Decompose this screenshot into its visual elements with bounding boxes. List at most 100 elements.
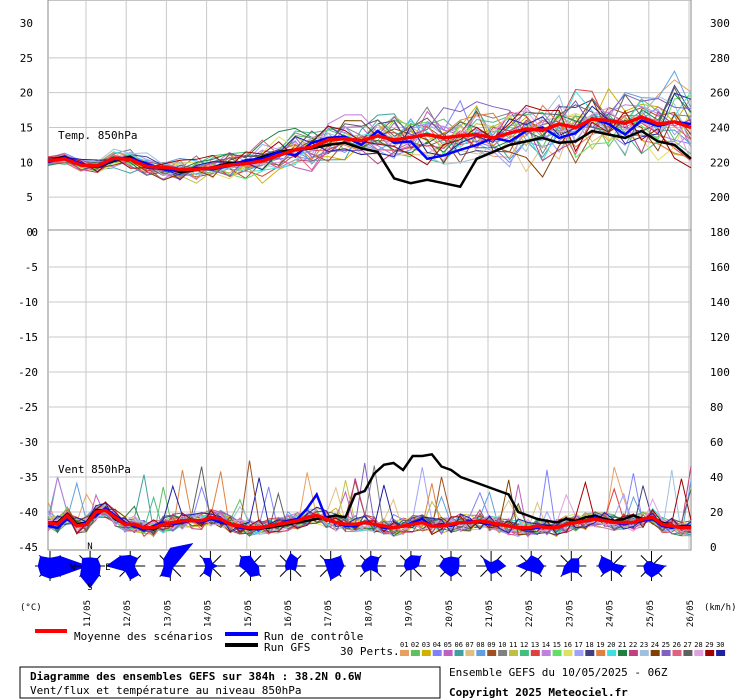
- temp-perturbation-line: [47, 86, 692, 177]
- wind-rose-shape: [37, 555, 89, 579]
- wind-rose: [35, 551, 89, 581]
- copyright: Copyright 2025 Meteociel.fr: [449, 686, 628, 699]
- perturbation-swatch: [618, 650, 627, 656]
- temp-perturbation-line: [47, 84, 692, 181]
- perturbation-swatch: [683, 650, 693, 656]
- legend: Moyenne des scénarios Run de contrôle Ru…: [35, 629, 726, 658]
- wind-rose: [75, 551, 106, 589]
- perturbation-number: 06: [455, 641, 463, 649]
- run-info: Ensemble GEFS du 10/05/2025 - 06Z: [449, 666, 668, 679]
- legend-control: Run de contrôle: [264, 630, 363, 643]
- perturbation-number: 25: [662, 641, 670, 649]
- grid: [48, 0, 691, 550]
- wind-rose: [105, 551, 146, 581]
- legend-perts: 30 Perts.: [340, 645, 400, 658]
- perturbation-number: 23: [640, 641, 648, 649]
- wind-right-tick: 40: [710, 471, 723, 484]
- perturbation-swatch: [410, 650, 420, 656]
- info-box: [19, 666, 441, 699]
- temp-perturbation-line: [47, 98, 692, 181]
- perturbation-swatch: [454, 650, 464, 656]
- wind-panel-frame: [47, 229, 692, 551]
- x-tick-label: 25/05: [646, 600, 656, 627]
- wind-right-tick: 120: [710, 331, 730, 344]
- temp-right-tick: 240: [710, 122, 730, 135]
- perturbation-number: 17: [574, 641, 582, 649]
- temp-left-tick: 20: [20, 87, 33, 100]
- wind-rose: [436, 551, 466, 581]
- wind-rose: [636, 551, 667, 581]
- perturbation-swatch: [628, 650, 638, 656]
- wind-rose-shape: [561, 558, 580, 577]
- wind-rose: [596, 551, 627, 581]
- x-tick-label: 23/05: [565, 600, 575, 627]
- wind-rose: [476, 551, 507, 581]
- perturbation-swatch: [443, 650, 453, 656]
- perturbation-swatch: [541, 650, 551, 656]
- wind-rose: [195, 551, 226, 581]
- wind-panel-label: Vent 850hPa: [58, 463, 131, 476]
- wind-rose-shape: [323, 555, 345, 581]
- legend-mean: Moyenne des scénarios: [74, 630, 213, 643]
- compass-s: S: [87, 583, 92, 593]
- wind-right-tick: 180: [710, 226, 730, 239]
- wind-right-tick: 60: [710, 436, 723, 449]
- perturbation-swatch: [509, 650, 518, 656]
- wind-rose: [235, 551, 266, 581]
- temp-left-tick: 30: [20, 17, 33, 30]
- temp-perturbation-line: [47, 92, 692, 176]
- x-tick-label: 19/05: [405, 600, 415, 627]
- wind-rose-shape: [105, 554, 140, 580]
- chart-title: Diagramme des ensembles GEFS sur 384h : …: [30, 670, 362, 683]
- x-tick-label: 24/05: [606, 600, 616, 627]
- x-tick-label: 20/05: [445, 600, 455, 627]
- wind-roses: N S W E: [35, 542, 667, 593]
- perturbation-number: 24: [651, 641, 659, 649]
- perturbation-swatch: [530, 650, 540, 656]
- wind-mean-line: [47, 508, 691, 530]
- perturbation-number: 14: [542, 641, 550, 649]
- wind-rose-shape: [160, 543, 194, 578]
- wind-rose: [315, 551, 346, 581]
- perturbation-swatch: [487, 650, 497, 656]
- wind-left-tick: -45: [18, 541, 38, 554]
- perturbation-swatch: [498, 650, 508, 656]
- temp-left-tick: 25: [20, 52, 33, 65]
- perturbation-number: 04: [433, 641, 441, 649]
- perturbation-legend: 01 02 03 04 05 06 07 08 09 10 11 12 13 14 15 16 17 18 19 20…: [400, 641, 726, 656]
- wind-right-tick: 20: [710, 506, 723, 519]
- perturbation-number: 26: [673, 641, 681, 649]
- temp-right-tick: 280: [710, 52, 730, 65]
- wind-left-tick: -20: [18, 366, 38, 379]
- wind-rose-shape: [202, 557, 219, 578]
- chart-subtitle: Vent/flux et température au niveau 850hP…: [30, 684, 302, 697]
- perturbation-swatch: [585, 650, 595, 656]
- wind-rose-shape: [284, 552, 299, 572]
- unit-right: (km/h): [704, 603, 737, 613]
- perturbation-number: 05: [444, 641, 452, 649]
- x-tick-label: 17/05: [324, 600, 334, 627]
- temp-left-tick: 15: [20, 122, 33, 135]
- temp-left-tick: 10: [20, 156, 33, 169]
- perturbation-number: 10: [498, 641, 506, 649]
- perturbation-swatch: [639, 650, 649, 656]
- perturbation-swatch: [563, 650, 573, 656]
- perturbation-number: 03: [422, 641, 430, 649]
- perturbation-swatch: [607, 650, 617, 656]
- perturbation-number: 19: [596, 641, 604, 649]
- wind-left-tick: -30: [18, 436, 38, 449]
- unit-left: (°C): [20, 603, 42, 613]
- perturbation-swatch: [519, 650, 529, 656]
- wind-rose: [355, 551, 386, 581]
- x-tick-label: 11/05: [83, 600, 93, 627]
- wind-rose: [395, 551, 426, 581]
- perturbation-number: 02: [411, 641, 419, 649]
- wind-left-tick: -35: [18, 471, 38, 484]
- x-tick-label: 21/05: [485, 600, 495, 627]
- perturbation-number: 16: [564, 641, 572, 649]
- temp-right-tick: 300: [710, 17, 730, 30]
- x-tick-label: 12/05: [123, 600, 133, 627]
- wind-right-tick: 0: [710, 541, 717, 554]
- wind-rose-shape: [79, 557, 101, 589]
